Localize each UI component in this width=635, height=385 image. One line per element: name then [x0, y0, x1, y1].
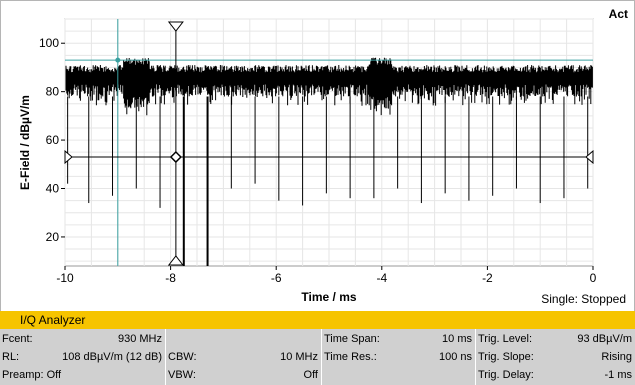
trace-envelope	[65, 57, 593, 116]
y-tick-label: 80	[46, 85, 60, 99]
spectrum-display[interactable]: -10 -8 -6 -4 -2 0 20 40 60 80 100 Time / ms E-Field …	[0, 0, 635, 312]
setting-ref-level: RL: 108 dBµV/m (12 dB)	[2, 351, 162, 363]
setting-preamp: Preamp: Off	[2, 369, 62, 381]
y-axis-label: E-Field / dBµV/m	[18, 95, 32, 190]
x-tick-label: -4	[376, 271, 387, 285]
setting-trig-slope: Trig. Slope: Rising	[478, 351, 632, 363]
trigger-position-top-handle	[167, 21, 184, 32]
sweep-status: Single: Stopped	[541, 292, 626, 306]
setting-time-res: Time Res.: 100 ns	[324, 351, 472, 363]
setting-blank	[166, 330, 321, 348]
analyzer-title-bar[interactable]: I/Q Analyzer	[0, 311, 635, 329]
setting-cbw: CBW: 10 MHz	[168, 351, 318, 363]
x-tick-label: -2	[482, 271, 493, 285]
y-tick-label: 100	[39, 36, 59, 50]
time-domain-plot[interactable]: -10 -8 -6 -4 -2 0 20 40 60 80 100 Time / ms E-Field …	[1, 1, 634, 311]
y-tick-label: 20	[46, 230, 60, 244]
setting-time-span: Time Span: 10 ms	[324, 333, 472, 345]
y-tick-label: 40	[46, 182, 60, 196]
setting-fcent: Fcent: 930 MHz	[2, 333, 162, 345]
trigger-crosshair-diamond	[169, 150, 182, 164]
setting-blank-2	[322, 366, 475, 384]
setting-trig-delay: Trig. Delay: -1 ms	[478, 369, 632, 381]
settings-col-bandwidth[interactable]: CBW: 10 MHz VBW: Off	[166, 329, 321, 385]
settings-col-frequency[interactable]: Fcent: 930 MHz RL: 108 dBµV/m (12 dB) Prea…	[0, 329, 165, 385]
settings-panel: Fcent: 930 MHz RL: 108 dBµV/m (12 dB) Prea…	[0, 329, 635, 385]
setting-trig-level: Trig. Level: 93 dBµV/m	[478, 333, 632, 345]
display-line-left-handle	[64, 149, 73, 165]
trace-label: Act	[608, 7, 628, 21]
setting-vbw: VBW: Off	[168, 369, 318, 381]
x-tick-label: 0	[590, 271, 597, 285]
trigger-position-bottom-handle	[167, 255, 184, 266]
x-tick-label: -6	[271, 271, 282, 285]
marker-point	[115, 57, 121, 63]
display-line-right-handle	[585, 149, 594, 165]
settings-col-trigger[interactable]: Trig. Level: 93 dBµV/m Trig. Slope: Rising…	[476, 329, 635, 385]
y-tick-label: 60	[46, 133, 60, 147]
x-tick-label: -10	[56, 271, 74, 285]
x-axis-label: Time / ms	[301, 290, 356, 304]
x-tick-label: -8	[165, 271, 176, 285]
settings-col-time[interactable]: Time Span: 10 ms Time Res.: 100 ns	[322, 329, 475, 385]
analyzer-title: I/Q Analyzer	[20, 313, 86, 327]
